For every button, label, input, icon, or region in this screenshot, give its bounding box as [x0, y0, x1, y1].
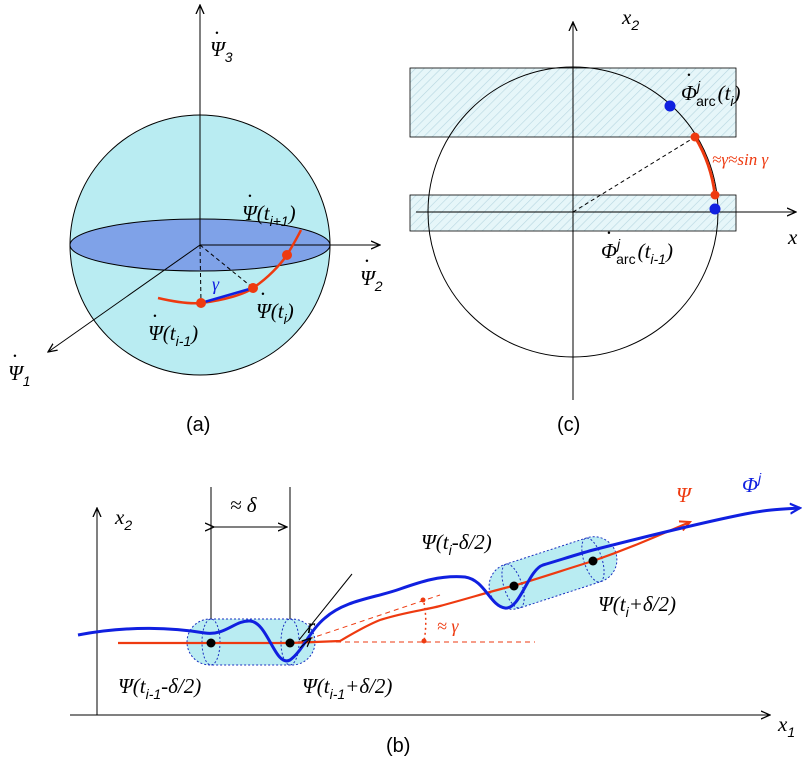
- label-right-minus: Ψ(ti-δ/2): [421, 530, 492, 558]
- panel-b: x2 x1 ≈ δ r ≈ γ Ψ Φj Ψ(ti-1-δ/2) Ψ(ti-1+…: [70, 470, 800, 757]
- point-cur: [248, 283, 258, 293]
- svg-text:·: ·: [606, 221, 611, 245]
- label-x1-b: x1: [777, 712, 795, 740]
- svg-text:Ψ2: Ψ2: [360, 266, 383, 294]
- point-next: [282, 250, 292, 260]
- radius-pointer: [298, 573, 353, 641]
- label-point-cur: Ψ(ti) ·: [256, 282, 294, 327]
- label-phi-top: Φj arc(ti) ·: [681, 63, 741, 109]
- gamma-dotted-arc: [422, 597, 427, 642]
- svg-text:Ψ(ti): Ψ(ti): [256, 299, 294, 327]
- point-right-plus: [588, 556, 598, 566]
- svg-text:Ψ(ti+1): Ψ(ti+1): [242, 201, 296, 229]
- gamma-dot-top: [420, 597, 426, 603]
- label-left-plus: Ψ(ti-1+δ/2): [302, 674, 392, 702]
- svg-text:·: ·: [12, 344, 17, 368]
- svg-text:Ψ(ti-1): Ψ(ti-1): [148, 321, 198, 349]
- point-left-minus: [206, 638, 216, 648]
- label-r: r: [307, 614, 316, 638]
- label-x1-c: x: [787, 225, 798, 249]
- psi-curve: [118, 522, 690, 645]
- gamma-dot-bottom: [421, 638, 427, 644]
- phi-curve: [77, 508, 800, 663]
- svg-text:·: ·: [214, 21, 219, 45]
- label-point-next: Ψ(ti+1) ·: [242, 184, 296, 229]
- svg-text:·: ·: [152, 304, 157, 328]
- label-psi: Ψ: [676, 483, 693, 507]
- svg-text:·: ·: [364, 249, 369, 273]
- label-right-plus: Ψ(ti+δ/2): [598, 592, 676, 620]
- label-x2-c: x2: [621, 5, 639, 33]
- dashed-radius-1: [199, 244, 202, 304]
- point-prev: [196, 298, 206, 308]
- label-gamma: γ: [212, 274, 220, 294]
- label-gamma-b: ≈ γ: [437, 616, 459, 636]
- phi-point-bottom: [709, 203, 721, 215]
- point-left-plus: [285, 638, 295, 648]
- label-psi2: Ψ2 ·: [360, 249, 383, 294]
- label-point-prev: Ψ(ti-1) ·: [148, 304, 198, 349]
- arc-end-1: [690, 132, 700, 142]
- arc-end-2: [710, 190, 720, 200]
- label-x2-b: x2: [114, 505, 132, 533]
- label-approx-gamma: ≈γ≈sin γ: [712, 150, 769, 169]
- svg-text:Ψ3: Ψ3: [210, 37, 233, 65]
- label-delta: ≈ δ: [230, 493, 258, 517]
- svg-text:·: ·: [247, 184, 252, 208]
- label-left-minus: Ψ(ti-1-δ/2): [118, 674, 201, 702]
- svg-text:Ψ1: Ψ1: [8, 361, 31, 389]
- label-phi-j: Φj: [742, 470, 762, 497]
- caption-b: (b): [386, 735, 410, 757]
- caption-a: (a): [186, 414, 210, 436]
- label-psi3: Ψ3 ·: [210, 21, 233, 65]
- gamma-dashed-slope: [299, 594, 441, 643]
- caption-c: (c): [557, 414, 580, 436]
- point-right-minus: [509, 581, 519, 591]
- axis-psi1: [48, 244, 201, 352]
- chord-gamma: [200, 286, 254, 305]
- dashed-radius-c: [572, 136, 696, 213]
- radius-arrow: [299, 638, 311, 649]
- dashed-radius-2: [199, 244, 254, 289]
- panel-c: x2 x Φj arc(ti) · ≈γ≈sin γ Φj arc(ti-1) · …: [409, 5, 798, 436]
- label-psi1: Ψ1 ·: [8, 344, 31, 389]
- panel-a: Ψ3 · Ψ2 · Ψ1 · Ψ(ti+1) · Ψ(ti) · Ψ(ti-1)…: [8, 5, 383, 436]
- label-phi-bottom: Φj arc(ti-1) ·: [601, 221, 673, 267]
- svg-text:·: ·: [686, 63, 691, 87]
- phi-point-top: [664, 100, 676, 112]
- svg-text:·: ·: [260, 282, 265, 306]
